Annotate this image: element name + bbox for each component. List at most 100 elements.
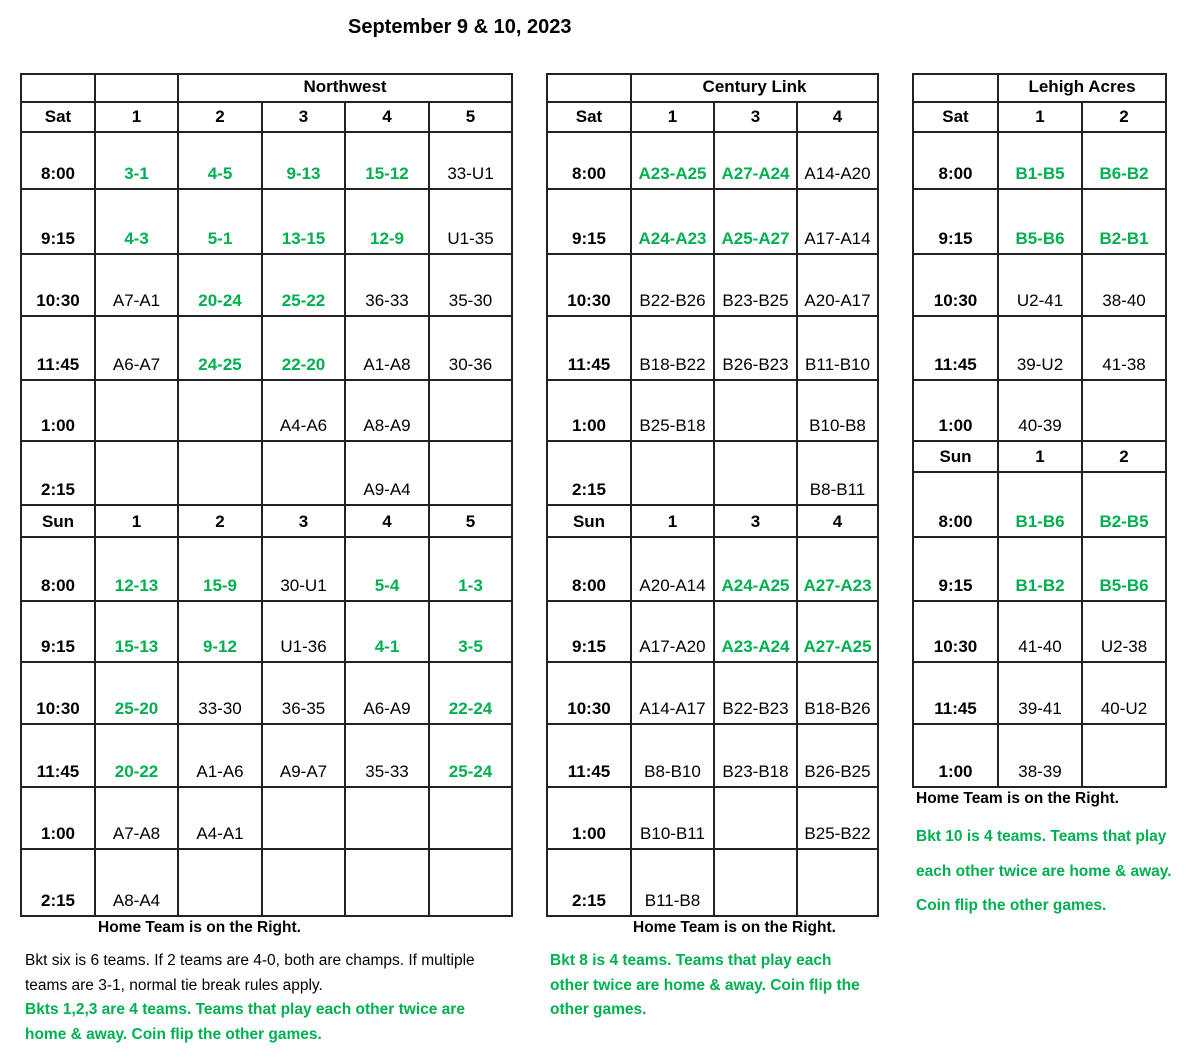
empty-cell	[546, 73, 632, 103]
game-cell	[261, 786, 346, 850]
lehigh-acres-schedule-table: Lehigh Acres Sat 1 2 8:00 B1-B5 B6-B2 9:15 B5-B6…	[912, 73, 1168, 788]
schedule-row: 9:15 4-3 5-1 13-15 12-9 U1-35	[20, 188, 513, 255]
schedule-row: 9:15 B1-B2 B5-B6	[912, 536, 1168, 602]
sun-header-row: Sun 1 2	[912, 440, 1168, 473]
game-cell: B11-B10	[795, 315, 880, 381]
game-cell: 36-35	[261, 661, 346, 725]
schedule-row: 8:00 B1-B6 B2-B5	[912, 471, 1168, 538]
day-label: Sat	[546, 101, 632, 133]
field-number: 1	[997, 101, 1083, 133]
empty-cell	[20, 73, 96, 103]
time-slot: 11:45	[912, 661, 999, 725]
game-cell: 25-22	[261, 253, 346, 317]
game-cell: U2-41	[997, 253, 1083, 317]
game-cell: 5-1	[177, 188, 263, 255]
game-cell: B2-B5	[1080, 471, 1168, 538]
game-cell: A4-A1	[177, 786, 263, 850]
game-cell: 5-4	[344, 536, 430, 602]
game-cell: B1-B5	[997, 131, 1083, 190]
game-cell: 1-3	[428, 536, 513, 602]
venue-title: Lehigh Acres	[996, 73, 1168, 103]
game-cell: 38-39	[997, 723, 1083, 788]
game-cell: A27-A25	[795, 600, 880, 663]
northwest-schedule-table: Northwest Sat 1 2 3 4 5 8:00 3-1 4-5 9-13 15-12 33-U…	[20, 73, 513, 917]
venue-title-row: Northwest	[20, 73, 513, 103]
game-cell: U2-38	[1080, 600, 1168, 663]
schedule-row: 10:30 A7-A1 20-24 25-22 36-33 35-30	[20, 253, 513, 317]
game-cell: 20-24	[177, 253, 263, 317]
schedule-row: 11:45 B18-B22 B26-B23 B11-B10	[546, 315, 880, 381]
schedule-row: 8:00 B1-B5 B6-B2	[912, 131, 1168, 190]
schedule-row: 2:15 A9-A4	[20, 440, 513, 506]
game-cell: B18-B26	[795, 661, 880, 725]
game-cell: B22-B26	[630, 253, 715, 317]
schedule-row: 1:00 A7-A8 A4-A1	[20, 786, 513, 850]
time-slot: 2:15	[20, 440, 96, 506]
time-slot: 10:30	[912, 253, 999, 317]
game-cell: 22-24	[428, 661, 513, 725]
century-link-note: Bkt 8 is 4 teams. Teams that play each o…	[550, 952, 860, 1018]
game-cell: B18-B22	[630, 315, 715, 381]
time-slot: 10:30	[912, 600, 999, 663]
schedule-row: 10:30 U2-41 38-40	[912, 253, 1168, 317]
game-cell: 15-12	[344, 131, 430, 190]
time-slot: 10:30	[20, 253, 96, 317]
game-cell: B25-B22	[795, 786, 880, 850]
game-cell	[344, 848, 430, 917]
game-cell	[177, 440, 263, 506]
time-slot: 10:30	[546, 253, 632, 317]
field-number: 1	[630, 504, 715, 538]
game-cell	[713, 848, 798, 917]
time-slot: 2:15	[546, 440, 632, 506]
field-number: 5	[428, 504, 513, 538]
schedule-row: 2:15 B11-B8	[546, 848, 880, 917]
time-slot: 2:15	[546, 848, 632, 917]
time-slot: 2:15	[20, 848, 96, 917]
field-number: 1	[997, 440, 1083, 473]
game-cell: 4-1	[344, 600, 430, 663]
schedule-row: 1:00 38-39	[912, 723, 1168, 788]
schedule-row: 10:30 25-20 33-30 36-35 A6-A9 22-24	[20, 661, 513, 725]
time-slot: 1:00	[546, 379, 632, 442]
time-slot: 10:30	[20, 661, 96, 725]
game-cell: 41-40	[997, 600, 1083, 663]
time-slot: 8:00	[546, 536, 632, 602]
game-cell: A17-A20	[630, 600, 715, 663]
game-cell: A24-A25	[713, 536, 798, 602]
page-title: September 9 & 10, 2023	[348, 16, 572, 38]
game-cell	[261, 848, 346, 917]
time-slot: 1:00	[20, 379, 96, 442]
game-cell: 35-33	[344, 723, 430, 788]
sun-header-row: Sun 1 2 3 4 5	[20, 504, 513, 538]
game-cell: 12-9	[344, 188, 430, 255]
venue-title-row: Lehigh Acres	[912, 73, 1168, 103]
day-label: Sun	[912, 440, 999, 473]
schedule-row: 8:00 A23-A25 A27-A24 A14-A20	[546, 131, 880, 190]
game-cell: B1-B2	[997, 536, 1083, 602]
game-cell: B5-B6	[1080, 536, 1168, 602]
game-cell: A20-A17	[795, 253, 880, 317]
time-slot: 1:00	[912, 723, 999, 788]
game-cell: A14-A17	[630, 661, 715, 725]
time-slot: 8:00	[20, 131, 96, 190]
game-cell: A8-A9	[344, 379, 430, 442]
time-slot: 11:45	[546, 315, 632, 381]
schedule-row: 9:15 15-13 9-12 U1-36 4-1 3-5	[20, 600, 513, 663]
game-cell: B10-B8	[795, 379, 880, 442]
field-number: 3	[713, 101, 798, 133]
schedule-row: 10:30 41-40 U2-38	[912, 600, 1168, 663]
time-slot: 11:45	[912, 315, 999, 381]
game-cell: A9-A7	[261, 723, 346, 788]
game-cell: 33-30	[177, 661, 263, 725]
schedule-row: 9:15 B5-B6 B2-B1	[912, 188, 1168, 255]
time-slot: 9:15	[546, 188, 632, 255]
field-number: 2	[1080, 101, 1168, 133]
game-cell: 4-3	[94, 188, 179, 255]
game-cell: A6-A9	[344, 661, 430, 725]
time-slot: 1:00	[20, 786, 96, 850]
game-cell: B23-B18	[713, 723, 798, 788]
schedule-row: 10:30 A14-A17 B22-B23 B18-B26	[546, 661, 880, 725]
game-cell: 24-25	[177, 315, 263, 381]
game-cell	[94, 440, 179, 506]
game-cell: A7-A1	[94, 253, 179, 317]
